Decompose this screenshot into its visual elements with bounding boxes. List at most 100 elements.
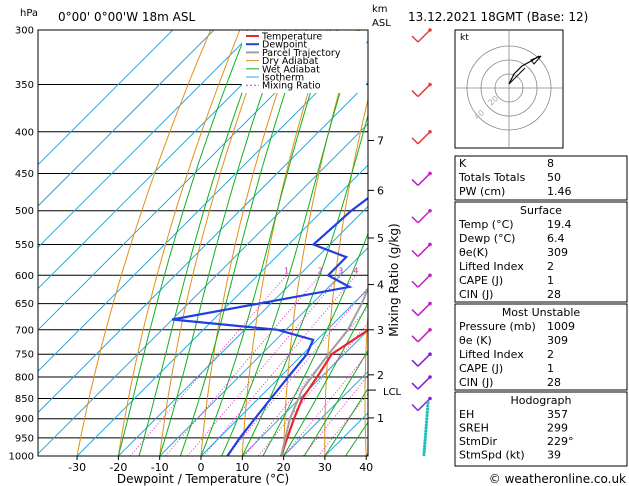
table-row-label: PW (cm) xyxy=(459,185,505,198)
table-row-label: θe (K) xyxy=(459,334,492,347)
isotherm xyxy=(38,30,339,331)
table-row-label: θe(K) xyxy=(459,246,488,259)
legend-label: Dewpoint xyxy=(262,40,307,51)
wind-barb-dot xyxy=(428,82,432,87)
wind-dot xyxy=(426,404,430,408)
x-tick-label: -30 xyxy=(68,461,86,474)
table-row-value: 309 xyxy=(547,246,568,259)
table-section-title: Surface xyxy=(520,204,562,217)
pressure-tick-label: 450 xyxy=(15,169,34,180)
wind-barb-feather xyxy=(411,178,419,186)
profile-line-temperature xyxy=(280,326,368,456)
legend-label: Isotherm xyxy=(262,73,304,84)
legend-label: Wet Adiabat xyxy=(262,64,320,75)
x-tick-label: 0 xyxy=(198,461,205,474)
table-row-label: CIN (J) xyxy=(459,376,493,389)
wind-barb-dot xyxy=(428,352,432,357)
pressure-tick-label: 500 xyxy=(15,206,34,217)
table-section-title: Hodograph xyxy=(511,394,572,407)
wind-barbs xyxy=(411,28,432,457)
mixing-ratio-label: 20 xyxy=(445,266,455,275)
pressure-tick-label: 950 xyxy=(15,433,34,444)
pressure-tick-label: 800 xyxy=(15,373,34,384)
table-row-label: CAPE (J) xyxy=(459,274,503,287)
wind-barb-dot xyxy=(428,301,432,306)
wind-dot xyxy=(424,426,428,430)
table-row-value: 1 xyxy=(547,274,554,287)
wind-barb-feather xyxy=(411,90,419,98)
wind-barb xyxy=(417,274,431,288)
wind-barb xyxy=(417,243,431,257)
x-tick-label: -20 xyxy=(109,461,127,474)
profiles xyxy=(172,196,368,456)
dry-adiabat xyxy=(200,30,299,456)
pressure-tick-label: 600 xyxy=(15,271,34,282)
wind-barb xyxy=(417,84,431,98)
table-box xyxy=(454,391,628,467)
table-box xyxy=(454,201,628,303)
table-row-label: CAPE (J) xyxy=(459,362,503,375)
wind-barb-feather xyxy=(411,335,419,343)
x-tick-label: 30 xyxy=(318,461,332,474)
wind-dot xyxy=(423,438,427,442)
wind-barb-feather xyxy=(411,137,419,145)
wind-barb-feather xyxy=(411,309,419,317)
wind-dot xyxy=(425,413,429,418)
wind-barb-dot xyxy=(428,129,432,134)
legend-label: Dry Adiabat xyxy=(262,56,319,67)
x-axis-title: Dewpoint / Temperature (°C) xyxy=(117,472,289,486)
isotherm xyxy=(283,370,368,456)
pressure-tick-label: 1000 xyxy=(9,452,34,463)
table-row-label: Lifted Index xyxy=(459,348,524,361)
wet-adiabat xyxy=(241,113,368,456)
wind-barb-dot xyxy=(428,375,432,379)
table-row-value: 309 xyxy=(547,334,568,347)
wind-barb-feather xyxy=(411,382,419,390)
mixing-ratio-label: 2 xyxy=(317,266,322,275)
wind-dot xyxy=(423,435,427,439)
km-tick-label: 6 xyxy=(377,184,384,197)
isotherm xyxy=(38,123,368,455)
dry-adiabat xyxy=(404,30,445,456)
pressure-tick-label: 650 xyxy=(15,299,34,310)
wind-barb-dot xyxy=(428,171,432,176)
credit: © weatheronline.co.uk xyxy=(489,472,626,486)
wind-barb-dot xyxy=(428,242,432,247)
background-lines: 12346810152025 xyxy=(38,30,455,456)
isotherm xyxy=(38,30,215,207)
wet-adiabat xyxy=(200,30,332,456)
x-tick-label: -10 xyxy=(151,461,169,474)
pressure-tick-label: 550 xyxy=(15,240,34,251)
mixing-ratio-label: 10 xyxy=(402,266,412,275)
profile-line-dewpoint xyxy=(172,196,368,456)
wind-barb-feather xyxy=(411,249,419,257)
mixing-ratio-label: 6 xyxy=(376,266,381,275)
table-row-value: 2 xyxy=(547,348,554,361)
wind-barb xyxy=(417,210,431,224)
mixing-ratio-line xyxy=(226,286,368,456)
wind-dot xyxy=(422,450,426,454)
legend-label: Parcel Trajectory xyxy=(262,48,341,59)
pressure-tick-label: 400 xyxy=(15,127,34,138)
table-row-label: StmDir xyxy=(459,435,498,448)
mixing-ratio-label: 1 xyxy=(284,266,289,275)
wet-adiabat xyxy=(262,232,368,456)
wet-adiabat xyxy=(159,30,286,456)
isotherm xyxy=(241,329,368,456)
wind-barb-dot xyxy=(428,273,432,278)
table-row-value: 1.46 xyxy=(547,185,572,198)
profile-line-parcel-trajectory xyxy=(280,285,368,456)
pressure-tick-label: 300 xyxy=(15,26,34,37)
index-table: K 8 Totals Totals 50 PW (cm) 1.46 Surface Temp … xyxy=(454,155,628,467)
wind-dot xyxy=(422,447,426,451)
wind-dot xyxy=(425,410,429,414)
mixing-ratio-label: 3 xyxy=(338,266,343,275)
wind-dot xyxy=(424,432,428,436)
wind-barb-feather xyxy=(411,280,419,288)
isotherm xyxy=(118,205,368,456)
legend-label: Temperature xyxy=(261,32,322,43)
wet-adiabat xyxy=(179,30,307,456)
table-row-label: EH xyxy=(459,408,474,421)
wind-dot xyxy=(423,444,427,448)
table-row-label: StmSpd (kt) xyxy=(459,449,525,462)
